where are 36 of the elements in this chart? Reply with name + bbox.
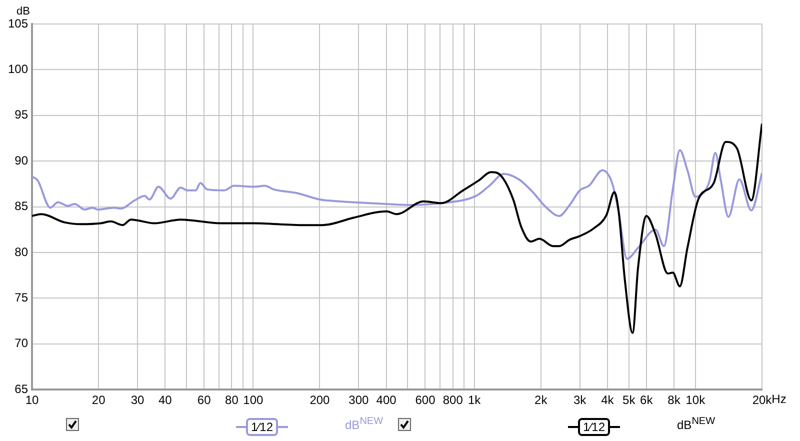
x-tick-label: 20k	[752, 393, 773, 408]
x-tick-label: 5k	[622, 393, 636, 408]
x-tick-label: 100	[243, 393, 264, 408]
x-tick-label: 1k	[468, 393, 482, 408]
y-tick-label: 80	[14, 244, 28, 259]
x-tick-label: 600	[415, 393, 436, 408]
text: dB$^{NEW}$	[345, 416, 384, 432]
x-tick-label: 10k	[686, 393, 706, 408]
y-tick-label: 105	[8, 16, 28, 30]
y-tick-label: 65	[14, 382, 28, 396]
x-tick-label: 80	[225, 393, 239, 408]
text: 1⁄12	[578, 418, 610, 436]
x-tick-label: 8k	[668, 393, 682, 408]
y-tick-label: 70	[14, 336, 28, 350]
x-tick-label: 20	[92, 393, 106, 408]
x-tick-label: 40	[158, 393, 172, 408]
x-tick-label: 3k	[573, 393, 588, 408]
x-tick-label: 30	[130, 393, 145, 408]
x-tick-label: 200	[310, 393, 330, 408]
x-tick-label: 4k	[601, 393, 615, 408]
text: 1⁄12	[246, 418, 278, 436]
x-tick-label: 6k	[640, 393, 654, 408]
text: dB$^{NEW}$	[677, 416, 716, 432]
y-tick-label: 95	[14, 108, 28, 122]
x-tick-label: 60	[197, 393, 212, 408]
x-tick-label: 10	[25, 393, 40, 408]
x-tick-label: 800	[442, 393, 464, 408]
y-tick-label: 75	[14, 290, 28, 305]
y-axis-title: dB	[16, 6, 30, 18]
x-axis-title: Hz	[772, 392, 786, 406]
x-tick-label: 300	[348, 393, 369, 408]
x-tick-label: 2k	[534, 393, 548, 408]
y-tick-label: 85	[14, 199, 28, 214]
x-tick-label: 400	[376, 393, 397, 408]
y-tick-label: 90	[14, 153, 28, 168]
y-tick-label: 100	[8, 62, 28, 76]
